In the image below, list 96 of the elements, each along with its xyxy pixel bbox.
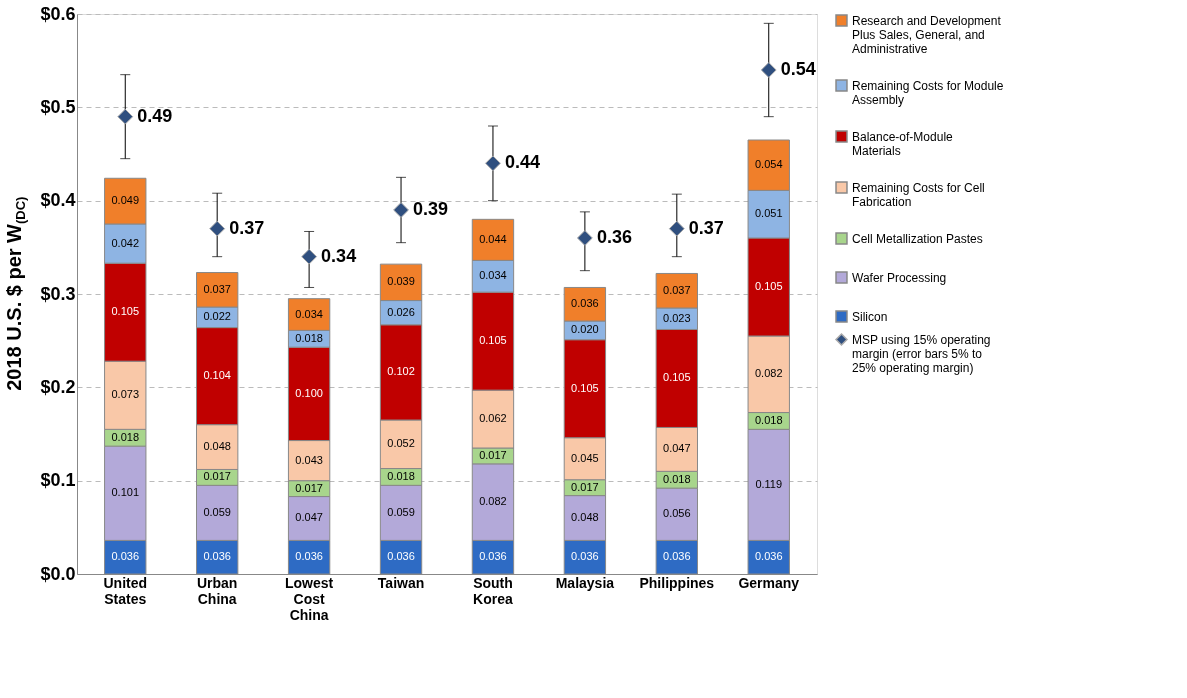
data-label: 0.048 bbox=[203, 440, 231, 453]
data-label: 0.037 bbox=[203, 282, 231, 295]
legend-label: Balance-of-Module Materials bbox=[852, 129, 954, 158]
data-label: 0.036 bbox=[754, 550, 783, 563]
legend-label: MSP using 15% operating margin (error bars 5% to 25% operating margin) bbox=[852, 332, 991, 375]
data-label: 0.051 bbox=[754, 207, 783, 220]
data-label: 0.49 bbox=[137, 105, 173, 126]
data-label: 0.044 bbox=[479, 232, 507, 245]
data-label: 0.018 bbox=[663, 472, 691, 485]
data-label: 0.042 bbox=[111, 236, 140, 249]
legend-label: Remaining Costs for Cell Fabrication bbox=[852, 180, 985, 209]
data-label: 0.54 bbox=[780, 59, 816, 79]
data-label: 0.017 bbox=[203, 470, 231, 483]
data-label: 0.039 bbox=[387, 275, 415, 288]
y-tick-label: $0.6 bbox=[40, 3, 76, 24]
data-label: 0.104 bbox=[203, 369, 231, 382]
data-label: 0.017 bbox=[571, 480, 599, 493]
data-label: 0.017 bbox=[295, 481, 323, 494]
point bbox=[209, 220, 226, 237]
data-label: 0.39 bbox=[413, 199, 449, 219]
x-tick-label: Germany bbox=[738, 574, 800, 591]
data-label: 0.036 bbox=[295, 550, 323, 563]
point bbox=[485, 155, 501, 172]
data-label: 0.017 bbox=[479, 448, 507, 461]
data-label: 0.049 bbox=[111, 194, 140, 207]
data-label: 0.034 bbox=[295, 307, 323, 320]
x-tick-label: South Korea bbox=[473, 574, 514, 607]
legend-label: Silicon bbox=[852, 309, 888, 324]
data-label: 0.119 bbox=[755, 477, 783, 490]
data-label: 0.036 bbox=[111, 550, 140, 563]
data-label: 0.043 bbox=[295, 453, 323, 466]
data-label: 0.037 bbox=[663, 283, 691, 296]
data-label: 0.036 bbox=[571, 550, 599, 563]
data-label: 0.056 bbox=[663, 507, 691, 520]
data-label: 0.036 bbox=[387, 550, 415, 563]
x-tick-label: Urban China bbox=[196, 574, 238, 607]
y-tick-label: $0.4 bbox=[40, 190, 76, 211]
point bbox=[117, 108, 134, 125]
data-label: 0.018 bbox=[754, 413, 783, 426]
x-tick-label: Taiwan bbox=[377, 574, 425, 591]
legend-label: Research and Development Plus Sales, General, and Administrative bbox=[852, 13, 1002, 56]
data-label: 0.062 bbox=[479, 412, 507, 425]
data-label: 0.018 bbox=[295, 331, 323, 344]
y-tick-label: $0.5 bbox=[40, 96, 76, 117]
data-label: 0.105 bbox=[663, 371, 691, 384]
data-label: 0.054 bbox=[754, 158, 783, 171]
point bbox=[301, 248, 318, 265]
data-label: 0.37 bbox=[688, 217, 724, 238]
data-label: 0.082 bbox=[479, 495, 507, 508]
point bbox=[576, 230, 593, 246]
point bbox=[760, 62, 777, 78]
data-label: 0.37 bbox=[229, 217, 265, 238]
data-label: 0.034 bbox=[479, 269, 507, 282]
data-label: 0.105 bbox=[479, 334, 507, 347]
point bbox=[668, 220, 685, 237]
data-label: 0.036 bbox=[571, 297, 599, 310]
data-label: 0.018 bbox=[387, 469, 415, 482]
data-label: 0.045 bbox=[571, 451, 599, 464]
data-label: 0.052 bbox=[387, 437, 415, 450]
point bbox=[393, 202, 409, 218]
data-label: 0.102 bbox=[387, 365, 415, 378]
data-label: 0.018 bbox=[111, 430, 140, 443]
data-label: 0.36 bbox=[596, 227, 632, 247]
y-tick-label: $0.2 bbox=[40, 376, 76, 397]
data-label: 0.036 bbox=[203, 550, 231, 563]
x-tick-label: United States bbox=[103, 574, 148, 607]
x-tick-label: Lowest Cost China bbox=[284, 574, 334, 623]
data-label: 0.101 bbox=[111, 486, 140, 499]
x-tick-label: Malaysia bbox=[555, 574, 615, 591]
y-tick-label: $0.1 bbox=[40, 470, 76, 491]
y-tick-label: $0.3 bbox=[40, 283, 76, 304]
data-label: 0.026 bbox=[387, 305, 415, 318]
data-label: 0.105 bbox=[571, 381, 599, 394]
data-label: 0.047 bbox=[663, 442, 691, 455]
data-label: 0.34 bbox=[321, 245, 357, 266]
y-axis-title: 2018 U.S. $ per W(DC) bbox=[3, 196, 28, 391]
data-label: 0.022 bbox=[203, 310, 231, 323]
data-label: 0.105 bbox=[111, 305, 140, 318]
data-label: 0.100 bbox=[295, 386, 323, 399]
x-tick-label: Philippines bbox=[639, 574, 715, 591]
data-label: 0.44 bbox=[504, 152, 541, 173]
data-label: 0.047 bbox=[295, 511, 323, 524]
data-label: 0.036 bbox=[663, 550, 691, 563]
legend-label: Cell Metallization Pastes bbox=[852, 231, 983, 246]
legend-label: Remaining Costs for Module Assembly bbox=[852, 78, 1004, 107]
data-label: 0.036 bbox=[479, 550, 507, 563]
data-label: 0.020 bbox=[571, 323, 599, 336]
data-label: 0.059 bbox=[203, 505, 231, 518]
data-label: 0.073 bbox=[111, 388, 140, 401]
data-label: 0.082 bbox=[754, 367, 783, 380]
y-tick-label: $0.0 bbox=[40, 563, 76, 584]
legend-label: Wafer Processing bbox=[852, 270, 947, 285]
data-label: 0.105 bbox=[754, 280, 783, 292]
data-label: 0.059 bbox=[387, 505, 415, 518]
data-label: 0.048 bbox=[571, 511, 599, 523]
data-label: 0.023 bbox=[663, 311, 691, 324]
